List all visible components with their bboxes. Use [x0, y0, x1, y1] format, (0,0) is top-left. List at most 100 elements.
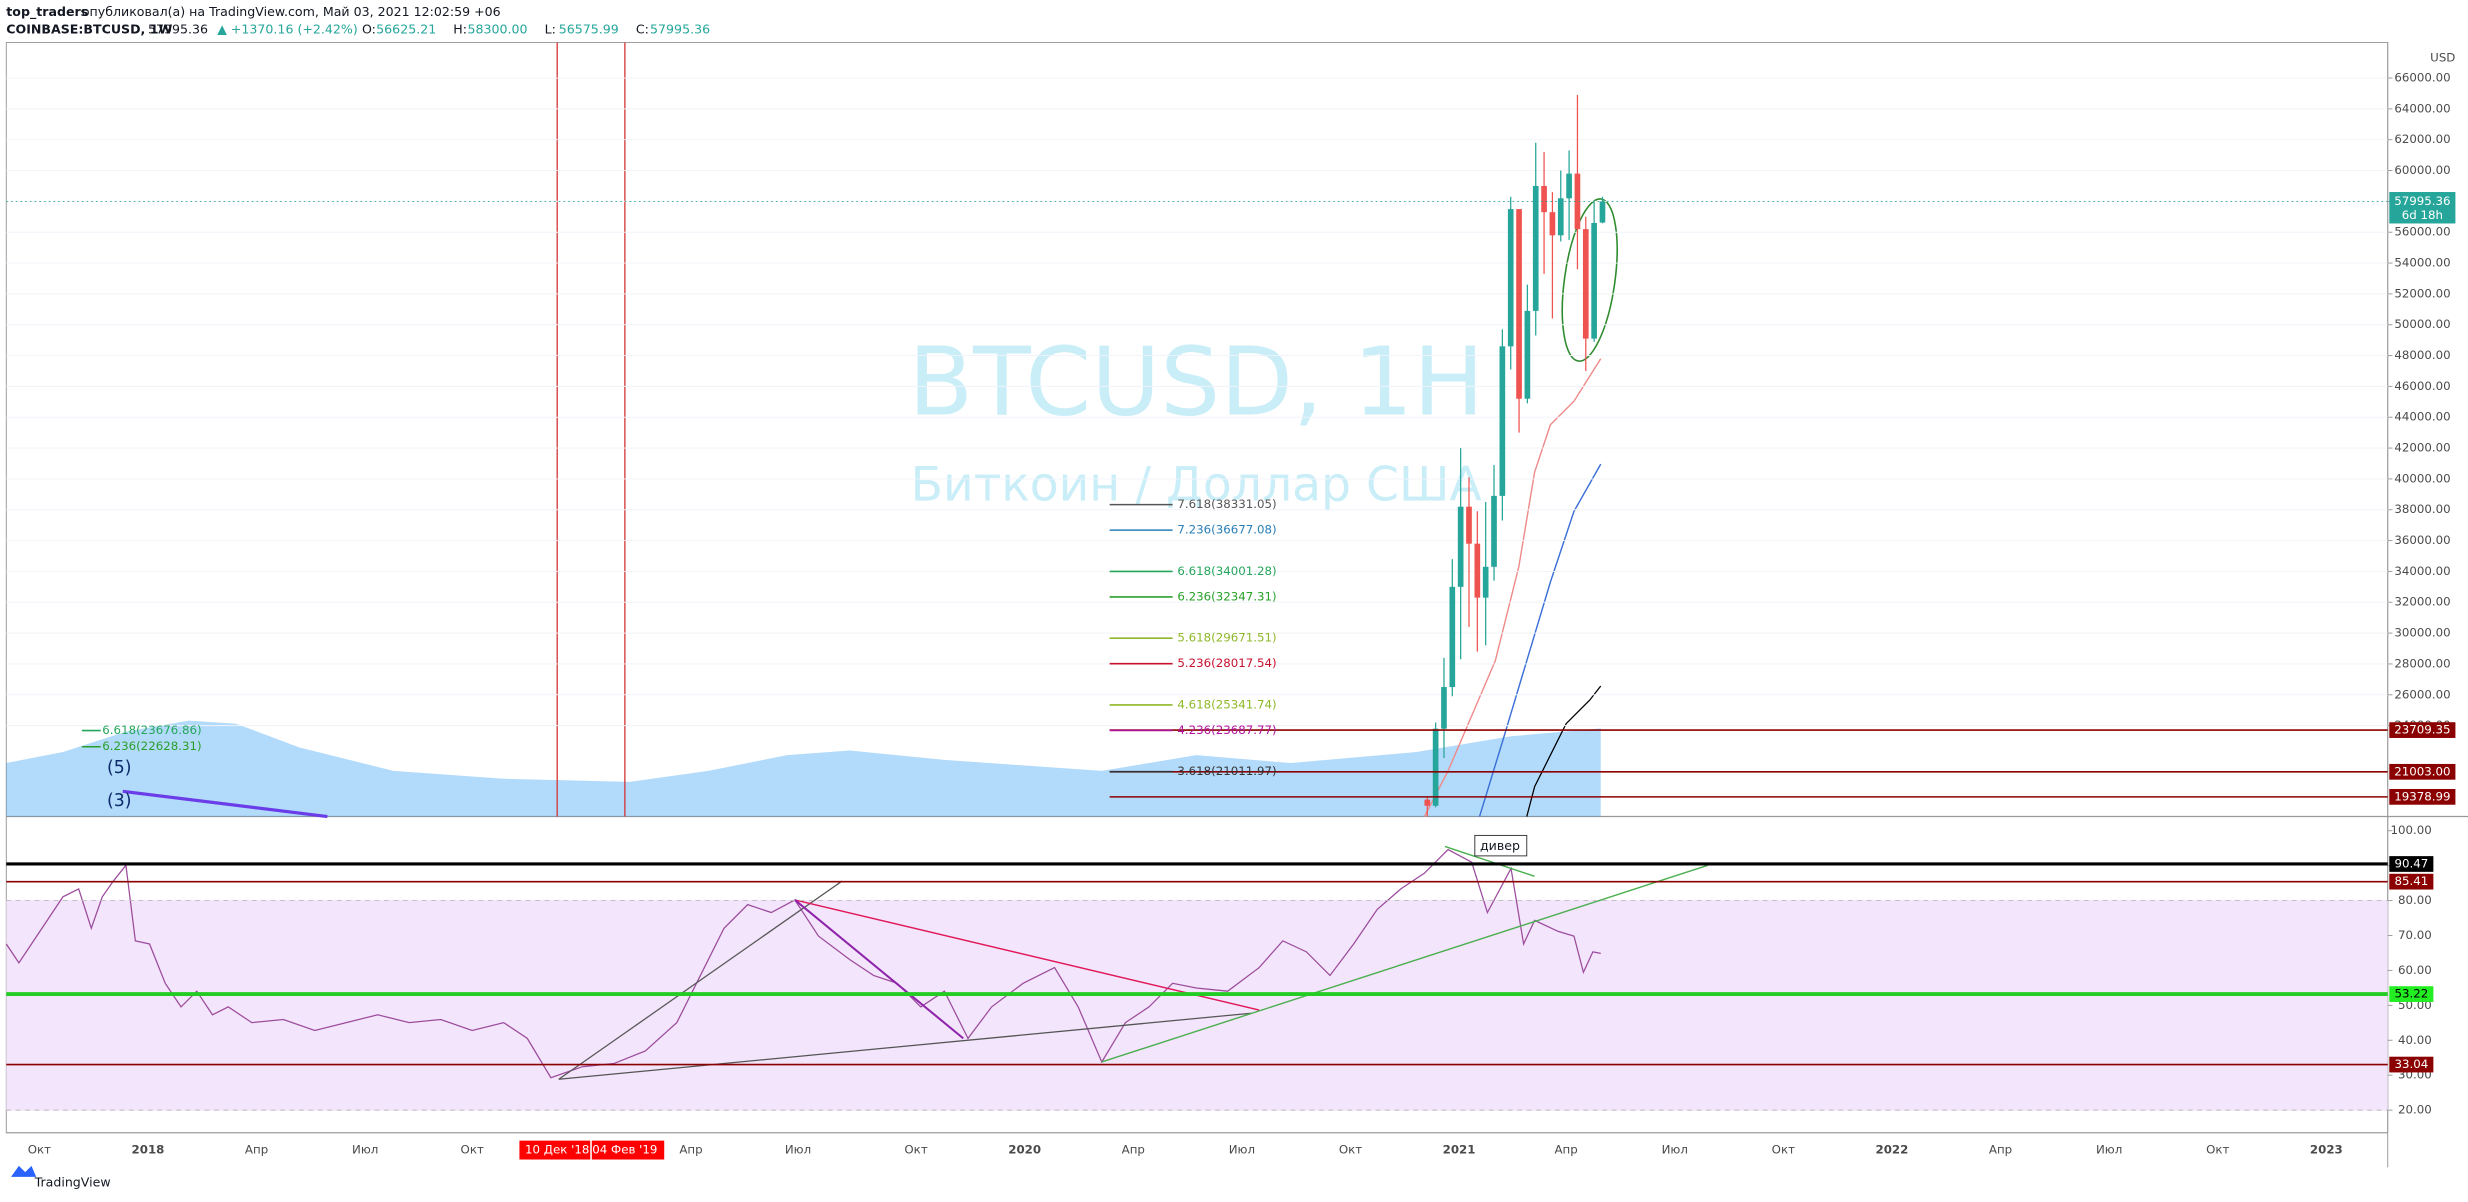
trend-line: [794, 899, 964, 1040]
author: top_traders: [6, 4, 88, 20]
price-tick-label: 48000.00: [2394, 348, 2450, 362]
watermark-symbol: BTCUSD, 1H: [908, 327, 1484, 437]
candle-body: [1441, 687, 1447, 729]
time-label: Июл: [1662, 1143, 1688, 1157]
candle-body: [1557, 198, 1564, 236]
rsi-level-badge: [2389, 1056, 2434, 1073]
last-price-badge: [2389, 192, 2456, 224]
rsi: дивер: [5, 834, 2388, 1111]
wave-label: (3): [107, 791, 132, 811]
logo: [11, 1165, 37, 1177]
trend-line: [558, 1012, 1252, 1080]
rsi-level-badge: [2389, 986, 2434, 1002]
price-tick-label: 46000.00: [2394, 379, 2450, 393]
rsi-level-badge: [2389, 873, 2434, 890]
fib-label: 4.618(25341.74): [1177, 697, 1276, 711]
change: ▲ +1370.16 (+2.42%): [217, 21, 358, 36]
highlight-badge: [519, 1140, 591, 1160]
time-label: Окт: [1772, 1143, 1795, 1157]
ohlc-label: L:: [545, 21, 556, 36]
annotation: дивер: [1480, 838, 1520, 853]
price-level-label: 21003.00: [2394, 764, 2450, 778]
rsi-level-label: 85.41: [2394, 874, 2428, 888]
trend-line: [558, 880, 843, 1080]
price-level-badge: [2389, 763, 2456, 780]
time-label: Апр: [245, 1143, 268, 1157]
price-tick-label: 52000.00: [2394, 286, 2450, 300]
time-label: 2022: [1875, 1143, 1908, 1157]
ohlc-label: C:: [636, 21, 649, 36]
candle-body: [1566, 173, 1572, 199]
rsi-level-label: 53.22: [2394, 987, 2428, 1001]
price-tick-label: 28000.00: [2394, 656, 2450, 670]
footer: TradingView: [34, 1175, 111, 1190]
fib-label: 7.618(38331.05): [1177, 497, 1276, 511]
highlight-badge: [591, 1140, 665, 1160]
price-tick-label: 36000.00: [2394, 533, 2450, 547]
candle-body: [1549, 212, 1556, 236]
time-label: 2023: [2310, 1143, 2343, 1157]
time-label: 04 Фев '19: [592, 1143, 657, 1157]
ohlc-value: 56625.21: [376, 21, 436, 36]
moving-average-slow: [1478, 463, 1602, 817]
price-tick-label: 26000.00: [2394, 687, 2450, 701]
step-line: [1526, 685, 1602, 817]
rsi-tick-label: 20.00: [2398, 1103, 2432, 1117]
price-tick-label: 54000.00: [2394, 256, 2450, 270]
trend-line: [122, 789, 328, 819]
time-label: Апр: [1989, 1143, 2012, 1157]
fib-label: 4.236(23687.77): [1177, 723, 1276, 737]
candle-body: [1449, 586, 1456, 688]
price-tick-label: 56000.00: [2394, 225, 2450, 239]
time-label: Окт: [461, 1143, 484, 1157]
price-level-label: 19378.99: [2394, 789, 2450, 803]
fib-label: 5.236(28017.54): [1177, 656, 1276, 670]
rsi-tick-label: 40.00: [2398, 1033, 2432, 1047]
time-label: Окт: [2206, 1143, 2229, 1157]
trend-line: [1101, 864, 1708, 1063]
symbol: COINBASE:BTCUSD, 1W: [6, 21, 172, 36]
price-tick-label: 30000.00: [2394, 626, 2450, 640]
price-tick-label: 64000.00: [2394, 101, 2450, 115]
candle-body: [1599, 201, 1606, 223]
candle-body: [1591, 222, 1597, 339]
rsi-tick-label: 70.00: [2398, 928, 2432, 942]
candle-body: [1507, 209, 1514, 347]
candle-body: [1574, 173, 1581, 230]
trend-line: [1444, 845, 1535, 877]
rsi-tick-label: 100.00: [2391, 823, 2432, 837]
time-label: Июл: [2096, 1143, 2122, 1157]
ohlc-value: 57995.36: [650, 21, 710, 36]
candle-body: [1482, 566, 1489, 598]
time-label: Апр: [1554, 1143, 1577, 1157]
last-price-label: 57995.36: [2394, 194, 2450, 208]
volume-profile: [6, 720, 1601, 817]
candle-body: [1491, 495, 1497, 567]
rsi-level-badge: [2389, 856, 2434, 872]
candle-body: [1432, 728, 1439, 806]
price-tick-label: 44000.00: [2394, 410, 2450, 424]
price-tick-label: 38000.00: [2394, 502, 2450, 516]
candle-body: [1541, 185, 1547, 213]
price-tick-label: 60000.00: [2394, 163, 2450, 177]
candle-body: [1466, 506, 1472, 544]
fib-label: 7.236(36677.08): [1177, 523, 1276, 537]
price-tick-label: 34000.00: [2394, 564, 2450, 578]
ohlc-value: 58300.00: [467, 21, 527, 36]
candle-body: [1516, 209, 1522, 399]
trend-line: [794, 899, 1260, 1011]
candle-body: [1499, 346, 1506, 496]
rsi-tick-label: 60.00: [2398, 963, 2432, 977]
price-tick-label: 66000.00: [2394, 71, 2450, 85]
ohlc-value: 56575.99: [559, 21, 619, 36]
fib-label: 6.236(32347.31): [1177, 589, 1276, 603]
price-level-badge: [2389, 788, 2456, 805]
time-label: Июл: [352, 1143, 378, 1157]
time-label: Июл: [785, 1143, 811, 1157]
time-label: 10 Дек '18: [525, 1143, 589, 1157]
price-tick-label: 42000.00: [2394, 441, 2450, 455]
wave-label: (5): [107, 758, 132, 778]
watermark-description: Биткоин / Доллар США: [911, 458, 1482, 513]
rsi-level-label: 90.47: [2394, 856, 2428, 870]
